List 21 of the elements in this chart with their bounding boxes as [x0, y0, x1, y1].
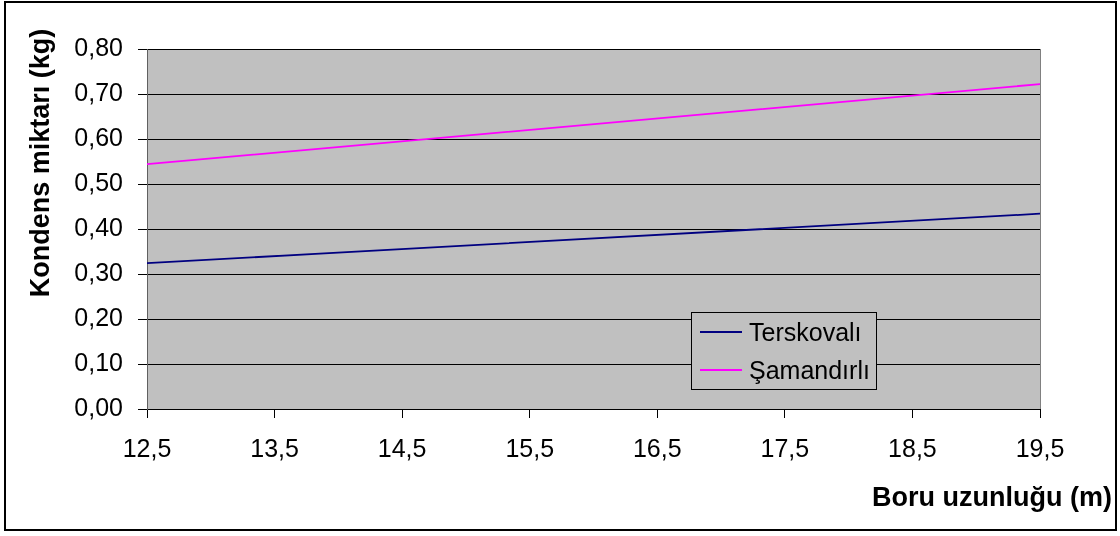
- y-tick-label: 0,50: [74, 167, 123, 196]
- legend-label: Şamandırlı: [749, 355, 870, 385]
- x-tick-label: 17,5: [760, 433, 810, 462]
- y-tick-label: 0,30: [74, 257, 123, 286]
- x-tick-label: 16,5: [632, 433, 682, 462]
- x-tick-label: 13,5: [250, 433, 299, 462]
- x-tick-label: 14,5: [377, 433, 427, 462]
- x-tick-label: 19,5: [1015, 433, 1065, 462]
- x-tick-label: 18,5: [888, 433, 937, 462]
- y-axis-title: Kondens miktarı (kg): [24, 28, 56, 298]
- x-axis-title: Boru uzunluğu (m): [872, 482, 1112, 513]
- y-tick-label: 0,40: [74, 212, 123, 241]
- x-tick-label: 12,5: [122, 433, 172, 462]
- y-tick-label: 0,20: [74, 302, 123, 331]
- legend-label: Terskovalı: [749, 317, 862, 347]
- y-tick-label: 0,10: [74, 347, 123, 376]
- y-tick-label: 0,70: [74, 77, 123, 106]
- y-tick-label: 0,00: [74, 392, 123, 421]
- y-tick-label: 0,80: [74, 32, 123, 61]
- x-tick-label: 15,5: [505, 433, 555, 462]
- y-tick-label: 0,60: [74, 122, 123, 151]
